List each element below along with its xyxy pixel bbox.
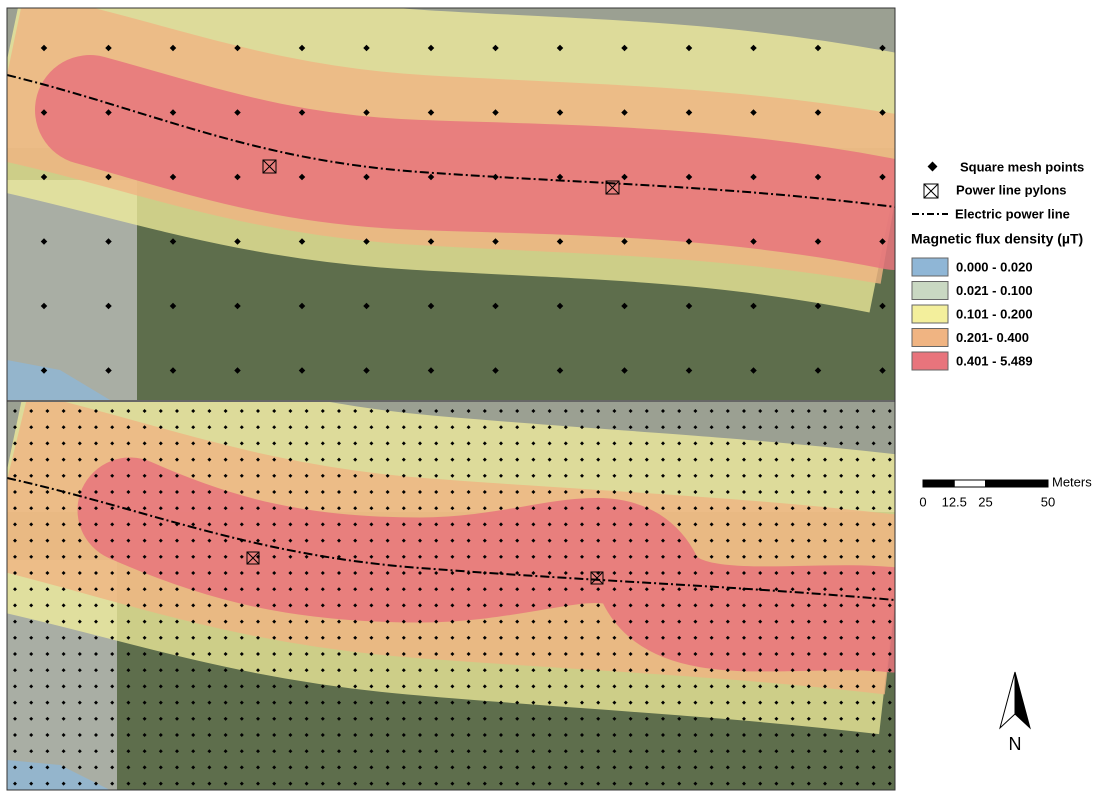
scale-tick-label: 50 [1041,494,1055,509]
scale-unit: Meters [1052,474,1092,489]
scale-segment [954,480,985,487]
legend-label: 0.101 - 0.200 [956,306,1033,321]
scale-segment [986,480,1049,487]
legend-swatch [912,305,948,323]
legend-swatch [912,329,948,347]
legend-label: 0.401 - 5.489 [956,353,1033,368]
legend: Square mesh points Power line pylons Ele… [911,159,1084,370]
legend-label: 0.201- 0.400 [956,330,1029,345]
scale-tick-label: 12.5 [942,494,967,509]
north-arrow: N [1000,672,1030,754]
legend-swatch [912,258,948,276]
legend-item: Electric power line [955,206,1070,221]
legend-label: 0.000 - 0.020 [956,259,1033,274]
map-top [7,8,895,400]
legend-swatch [912,352,948,370]
north-label: N [1009,734,1022,754]
legend-item: Square mesh points [960,159,1084,174]
scale-tick-label: 25 [978,494,992,509]
legend-title: Magnetic flux density (µT) [911,231,1083,247]
legend-label: 0.021 - 0.100 [956,283,1033,298]
scale-segment [923,480,954,487]
legend-item: Power line pylons [956,182,1067,197]
scale-bar: 0 12.5 25 50 Meters [919,474,1092,509]
legend-swatch [912,282,948,300]
map-bottom [7,402,895,790]
figure: Square mesh points Power line pylons Ele… [0,0,1116,792]
scale-tick-label: 0 [919,494,926,509]
